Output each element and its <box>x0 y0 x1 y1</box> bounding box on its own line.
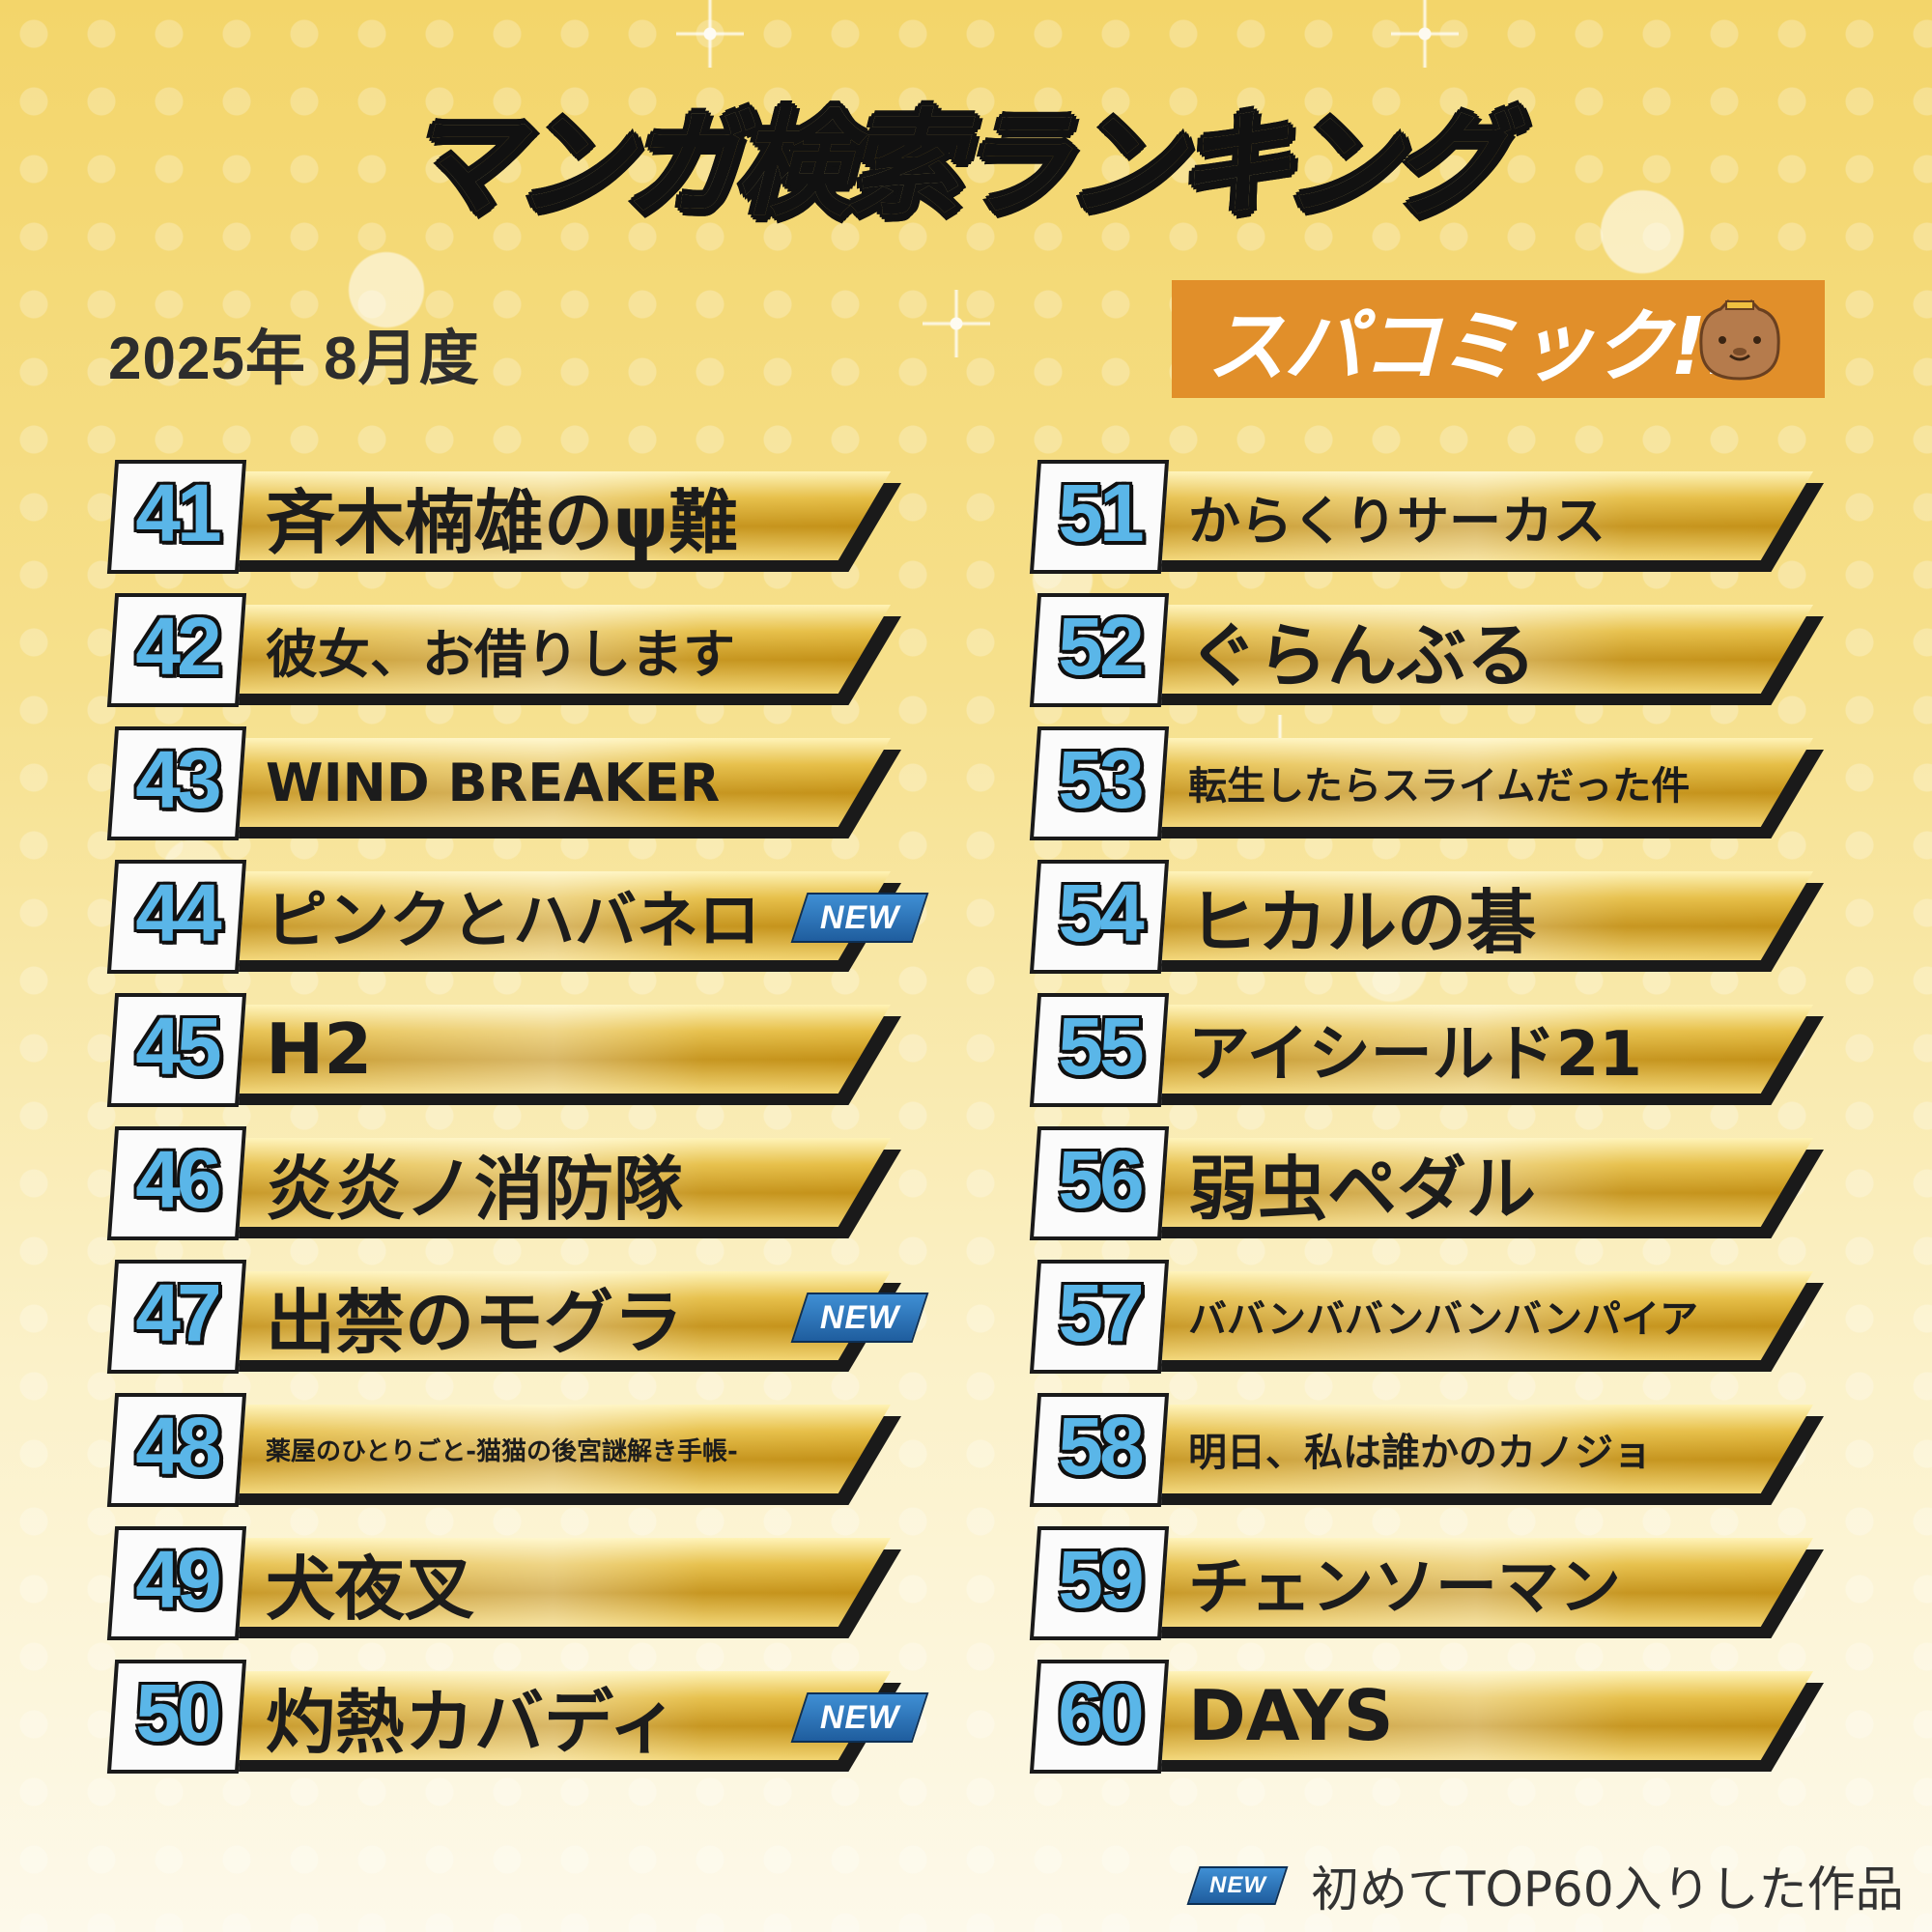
legend-text: 初めてTOP60入りした作品 <box>1311 1861 1904 1918</box>
ranking-row: 57 ババンババンバンバンパイア <box>1029 1254 1884 1387</box>
gold-bar <box>142 1138 891 1227</box>
manga-title: 犬夜叉 <box>266 1548 475 1628</box>
manga-title: 明日、私は誰かのカノジョ <box>1188 1431 1652 1475</box>
ranking-row: 47 出禁のモグラ NEW <box>106 1254 961 1387</box>
rank-number: 59 <box>1058 1534 1144 1625</box>
gold-bar <box>142 1005 891 1094</box>
rank-number: 51 <box>1058 468 1144 558</box>
gold-bar <box>142 1271 891 1360</box>
gold-bar <box>1065 1538 1813 1627</box>
rank-number: 42 <box>135 601 221 692</box>
manga-title: 彼女、お借りします <box>266 623 735 685</box>
rank-number: 50 <box>135 1667 221 1758</box>
manga-title: ぐらんぶる <box>1188 614 1537 695</box>
ranking-row: 42 彼女、お借りします <box>106 587 961 721</box>
ranking-row: 56 弱虫ペダル <box>1029 1121 1884 1254</box>
ranking-row: 45 H2 <box>106 987 961 1121</box>
manga-title: 炎炎ノ消防隊 <box>266 1148 684 1228</box>
ranking-period: 2025年 8月度 <box>108 326 480 392</box>
gold-bar <box>1065 1271 1813 1360</box>
rank-number: 57 <box>1058 1267 1144 1358</box>
ranking-row: 54 ヒカルの碁 <box>1029 854 1884 987</box>
new-badge: NEW <box>790 893 929 943</box>
rank-number: 45 <box>135 1001 221 1092</box>
gold-bar <box>1065 1005 1813 1094</box>
gold-bar <box>1065 1671 1813 1760</box>
brand-logo: スパコミック!! <box>1172 280 1825 398</box>
sparkle-icon <box>1391 0 1459 68</box>
rank-number: 49 <box>135 1534 221 1625</box>
manga-title: 灼熱カバディ <box>266 1681 678 1761</box>
ranking-row: 60 DAYS <box>1029 1654 1884 1787</box>
gold-bar <box>142 738 891 827</box>
page-title: マンガ検索ランキング <box>406 92 1526 237</box>
rank-number: 53 <box>1058 734 1144 825</box>
ranking-row: 50 灼熱カバディ NEW <box>106 1654 961 1787</box>
gold-bar <box>1065 471 1813 560</box>
rank-number: 52 <box>1058 601 1144 692</box>
new-badge-label: NEW <box>819 898 900 936</box>
manga-title: ババンババンバンバンパイア <box>1188 1297 1698 1342</box>
ranking-row: 51 からくりサーカス <box>1029 454 1884 587</box>
brand-name: スパコミック!! <box>1207 300 1741 393</box>
sparkle-icon <box>923 290 990 357</box>
new-badge: NEW <box>790 1692 929 1743</box>
ranking-row: 59 チェンソーマン <box>1029 1520 1884 1654</box>
rank-number: 41 <box>135 468 221 558</box>
ranking-row: 58 明日、私は誰かのカノジョ <box>1029 1387 1884 1520</box>
new-badge: NEW <box>790 1293 929 1343</box>
ranking-row: 44 ピンクとハバネロ NEW <box>106 854 961 987</box>
gold-bar <box>142 1538 891 1627</box>
rank-number: 58 <box>1058 1401 1144 1492</box>
ranking-row: 49 犬夜叉 <box>106 1520 961 1654</box>
manga-title: からくりサーカス <box>1188 490 1605 552</box>
ranking-row: 52 ぐらんぶる <box>1029 587 1884 721</box>
rank-number: 54 <box>1058 867 1144 958</box>
ranking-row: 55 アイシールド21 <box>1029 987 1884 1121</box>
new-badge: NEW <box>1186 1866 1289 1905</box>
rank-number: 48 <box>135 1401 221 1492</box>
ranking-row: 46 炎炎ノ消防隊 <box>106 1121 961 1254</box>
ranking-row: 48 薬屋のひとりごと-猫猫の後宮謎解き手帳- <box>106 1387 961 1520</box>
manga-title: 薬屋のひとりごと-猫猫の後宮謎解き手帳- <box>266 1436 738 1466</box>
manga-title: 斉木楠雄のψ難 <box>266 481 739 561</box>
new-badge-label: NEW <box>819 1698 900 1736</box>
gold-bar <box>1065 605 1813 694</box>
manga-title: チェンソーマン <box>1188 1552 1621 1624</box>
capybara-mascot-icon <box>1699 299 1780 381</box>
gold-bar <box>1065 1138 1813 1227</box>
gold-bar <box>142 871 891 960</box>
gold-bar <box>142 605 891 694</box>
rank-number: 55 <box>1058 1001 1144 1092</box>
rank-number: 44 <box>135 867 221 958</box>
manga-title: ピンクとハバネロ <box>266 886 760 957</box>
manga-title: 転生したらスライムだった件 <box>1188 764 1690 809</box>
rank-number: 43 <box>135 734 221 825</box>
gold-bar <box>142 1671 891 1760</box>
manga-title: H2 <box>266 1009 373 1090</box>
ranking-column-right: 51 からくりサーカス 52 ぐらんぶる 53 転生したらスライムだった件 54 ヒカルの碁 5… <box>1029 454 1884 1787</box>
manga-title: 弱虫ペダル <box>1188 1148 1537 1228</box>
legend: NEW 初めてTOP60入りした作品 <box>1186 1851 1904 1920</box>
ranking-row: 41 斉木楠雄のψ難 <box>106 454 961 587</box>
ranking-row: 53 転生したらスライムだった件 <box>1029 721 1884 854</box>
manga-title: アイシールド21 <box>1188 1019 1642 1091</box>
gold-bar <box>1065 871 1813 960</box>
manga-title: ヒカルの碁 <box>1188 881 1537 961</box>
rank-number: 47 <box>135 1267 221 1358</box>
gold-bar <box>1065 1405 1813 1493</box>
manga-title: DAYS <box>1188 1675 1394 1756</box>
manga-title: WIND BREAKER <box>266 752 721 813</box>
sparkle-icon <box>676 0 744 68</box>
manga-title: 出禁のモグラ <box>266 1281 684 1361</box>
gold-bar <box>142 471 891 560</box>
rank-number: 56 <box>1058 1134 1144 1225</box>
new-badge-label: NEW <box>819 1298 900 1336</box>
ranking-row: 43 WIND BREAKER <box>106 721 961 854</box>
rank-number: 46 <box>135 1134 221 1225</box>
gold-bar <box>1065 738 1813 827</box>
rank-number: 60 <box>1058 1667 1144 1758</box>
ranking-column-left: 41 斉木楠雄のψ難 42 彼女、お借りします 43 WIND BREAKER 44 ピンクと… <box>106 454 961 1787</box>
gold-bar <box>142 1405 891 1493</box>
